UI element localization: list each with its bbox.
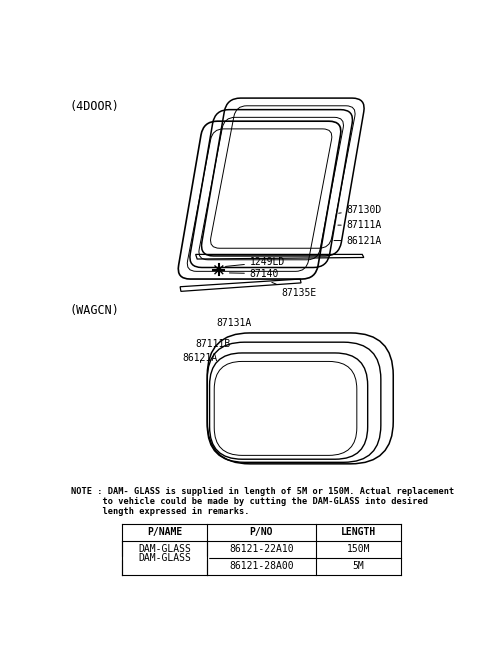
Text: 150M: 150M (347, 544, 370, 555)
Text: (WAGCN): (WAGCN) (69, 304, 119, 317)
Text: (4DOOR): (4DOOR) (69, 101, 119, 114)
Text: DAM-GLASS: DAM-GLASS (138, 544, 191, 555)
Text: P/NO: P/NO (250, 528, 273, 537)
Text: 87111A: 87111A (338, 220, 382, 230)
Text: to vehicle could be made by cutting the DAM-GLASS into desired: to vehicle could be made by cutting the … (71, 497, 428, 506)
Text: 87131A: 87131A (217, 317, 252, 328)
Text: P/NAME: P/NAME (147, 528, 182, 537)
Text: 87135E: 87135E (272, 283, 316, 298)
Text: length expressed in remarks.: length expressed in remarks. (71, 507, 249, 516)
Text: 1249LD: 1249LD (226, 257, 285, 267)
Text: LENGTH: LENGTH (341, 528, 376, 537)
Text: 86121-22A10: 86121-22A10 (229, 544, 294, 555)
Text: 86121A: 86121A (182, 353, 218, 363)
Text: NOTE : DAM- GLASS is supplied in length of 5M or 150M. Actual replacement: NOTE : DAM- GLASS is supplied in length … (71, 487, 454, 496)
Text: DAM-GLASS: DAM-GLASS (138, 553, 191, 563)
Text: 5M: 5M (352, 561, 364, 571)
Text: 86121A: 86121A (334, 236, 382, 246)
Text: 87140: 87140 (229, 269, 279, 279)
Text: 87111B: 87111B (196, 340, 231, 355)
Text: 87130D: 87130D (339, 205, 382, 215)
Text: 86121-28A00: 86121-28A00 (229, 561, 294, 571)
